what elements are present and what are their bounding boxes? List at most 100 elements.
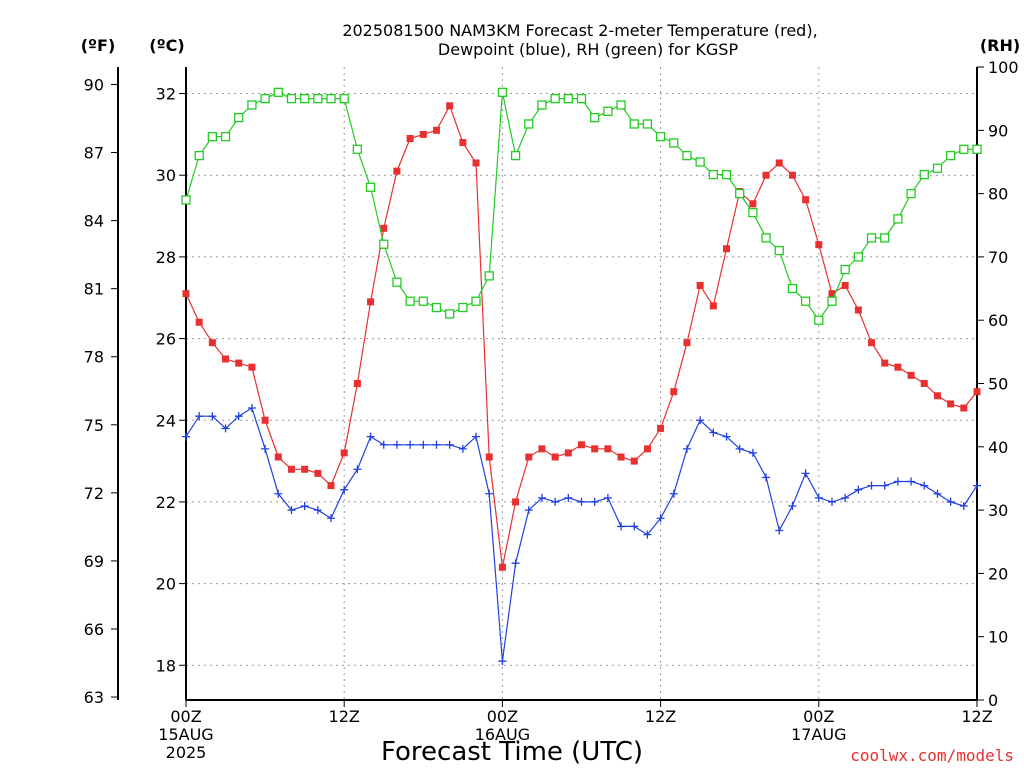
temperature-point bbox=[195, 318, 203, 326]
dewpoint-point bbox=[327, 514, 336, 523]
rh-point bbox=[458, 302, 468, 313]
fahrenheit-tick-label: 78 bbox=[84, 348, 104, 367]
rh-point bbox=[563, 94, 573, 104]
celsius-tick-label: 24 bbox=[156, 411, 176, 430]
rh-point bbox=[800, 296, 811, 306]
celsius-tick-label: 32 bbox=[156, 85, 176, 104]
temperature-point bbox=[604, 445, 612, 453]
rh-point bbox=[906, 188, 916, 199]
temperature-point bbox=[947, 400, 955, 408]
temperature-point bbox=[235, 359, 243, 367]
temperature-point bbox=[907, 371, 915, 379]
rh-tick-label: 70 bbox=[988, 248, 1008, 267]
dewpoint-point bbox=[748, 448, 757, 457]
temperature-point bbox=[432, 126, 440, 134]
dewpoint-point bbox=[590, 497, 599, 506]
rh-tick-label: 0 bbox=[988, 691, 998, 710]
dewpoint-point bbox=[893, 477, 902, 486]
dewpoint-point bbox=[920, 481, 929, 490]
x-tick-year-label: 2025 bbox=[166, 743, 207, 762]
dewpoint-point bbox=[564, 493, 573, 502]
temperature-point bbox=[222, 355, 230, 363]
temperature-point bbox=[591, 445, 599, 453]
rh-point bbox=[603, 106, 613, 116]
rh-point bbox=[524, 119, 534, 129]
temperature-point bbox=[696, 281, 704, 289]
rh-point bbox=[392, 277, 402, 287]
temperature-point bbox=[301, 465, 309, 473]
dewpoint-point bbox=[577, 497, 586, 506]
dewpoint-point bbox=[841, 493, 850, 502]
rh-point bbox=[827, 296, 837, 306]
temperature-point bbox=[340, 449, 348, 457]
rh-point bbox=[445, 309, 455, 319]
rh-point bbox=[655, 131, 666, 142]
dewpoint-point bbox=[669, 489, 678, 498]
rh-point bbox=[787, 283, 798, 294]
rh-point bbox=[814, 315, 824, 325]
rh-point bbox=[840, 264, 850, 275]
dewpoint-point bbox=[867, 481, 876, 490]
x-tick-label: 12Z bbox=[329, 707, 360, 726]
temperature-point bbox=[881, 359, 889, 367]
temperature-point bbox=[380, 224, 388, 232]
rh-point bbox=[972, 144, 982, 154]
x-tick-label: 00Z bbox=[170, 707, 201, 726]
rh-point bbox=[735, 188, 745, 199]
x-tick-date-label: 16AUG bbox=[475, 725, 530, 744]
x-tick-label: 12Z bbox=[645, 707, 676, 726]
temperature-point bbox=[578, 441, 585, 449]
rh-tick-label: 30 bbox=[988, 501, 1008, 520]
rh-point bbox=[576, 94, 587, 104]
temperature-point bbox=[723, 245, 731, 253]
dewpoint-point bbox=[458, 444, 467, 453]
dewpoint-point bbox=[287, 506, 296, 515]
rh-point bbox=[669, 138, 679, 148]
rh-point bbox=[682, 150, 692, 161]
dewpoint-point bbox=[735, 444, 744, 453]
fahrenheit-tick-label: 81 bbox=[84, 280, 104, 299]
dewpoint-point bbox=[208, 412, 217, 421]
rh-point bbox=[642, 119, 653, 129]
celsius-unit-label: (ºC) bbox=[149, 36, 184, 55]
rh-point bbox=[774, 245, 784, 256]
rh-point bbox=[959, 144, 969, 154]
dewpoint-point bbox=[682, 444, 691, 453]
rh-point bbox=[919, 169, 929, 180]
rh-point bbox=[893, 214, 903, 224]
celsius-tick-label: 22 bbox=[156, 493, 176, 512]
dewpoint-point bbox=[221, 424, 230, 433]
rh-point bbox=[194, 150, 204, 161]
temperature-point bbox=[551, 453, 559, 461]
celsius-tick-label: 18 bbox=[156, 656, 176, 675]
rh-point bbox=[497, 87, 508, 97]
temperature-point bbox=[393, 167, 401, 175]
temperature-point bbox=[353, 380, 361, 387]
temperature-point bbox=[459, 139, 467, 147]
dewpoint-point bbox=[366, 432, 375, 441]
temperature-point bbox=[472, 159, 480, 167]
rh-point bbox=[299, 94, 310, 104]
x-tick-date-label: 17AUG bbox=[791, 725, 846, 744]
dewpoint-point bbox=[419, 440, 428, 449]
temperature-point bbox=[419, 130, 427, 138]
celsius-tick-label: 26 bbox=[156, 330, 176, 349]
rh-point bbox=[721, 169, 732, 180]
dewpoint-point bbox=[274, 489, 283, 498]
dewpoint-point bbox=[432, 440, 441, 449]
fahrenheit-tick-label: 75 bbox=[84, 416, 104, 435]
temperature-point bbox=[287, 465, 295, 473]
rh-point bbox=[748, 207, 758, 218]
temperature-point bbox=[973, 388, 981, 396]
rh-point bbox=[708, 169, 718, 180]
series-lines bbox=[181, 87, 982, 666]
dewpoint-point bbox=[182, 432, 190, 441]
dewpoint-point bbox=[392, 440, 401, 449]
rh-point bbox=[616, 100, 626, 110]
rh-point bbox=[339, 94, 349, 104]
dewpoint-point bbox=[656, 514, 665, 523]
x-tick-date-label: 15AUG bbox=[158, 725, 213, 744]
dewpoint-point bbox=[247, 404, 256, 413]
temperature-point bbox=[775, 159, 783, 167]
